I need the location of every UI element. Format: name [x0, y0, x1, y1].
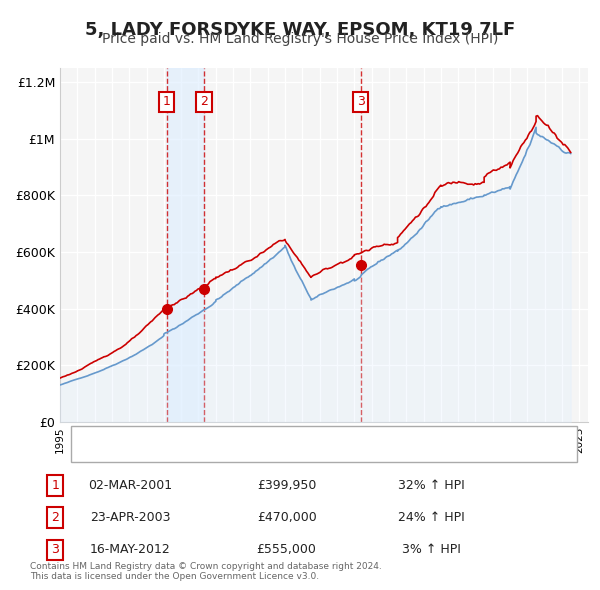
Text: 24% ↑ HPI: 24% ↑ HPI: [398, 511, 465, 525]
Text: 02-MAR-2001: 02-MAR-2001: [88, 479, 173, 492]
Text: 3% ↑ HPI: 3% ↑ HPI: [403, 543, 461, 556]
Text: 3: 3: [51, 543, 59, 556]
Text: 1: 1: [51, 479, 59, 492]
Text: 2: 2: [51, 511, 59, 525]
Text: Contains HM Land Registry data © Crown copyright and database right 2024.
This d: Contains HM Land Registry data © Crown c…: [30, 562, 382, 581]
Text: Price paid vs. HM Land Registry's House Price Index (HPI): Price paid vs. HM Land Registry's House …: [102, 32, 498, 47]
Text: £555,000: £555,000: [257, 543, 317, 556]
FancyBboxPatch shape: [71, 425, 577, 463]
Text: 16-MAY-2012: 16-MAY-2012: [90, 543, 171, 556]
Text: 32% ↑ HPI: 32% ↑ HPI: [398, 479, 465, 492]
Text: 23-APR-2003: 23-APR-2003: [90, 511, 170, 525]
Text: £470,000: £470,000: [257, 511, 317, 525]
Text: 2: 2: [200, 96, 208, 109]
Text: HPI: Average price, detached house, Epsom and Ewell: HPI: Average price, detached house, Epso…: [118, 447, 419, 457]
Text: 5, LADY FORSDYKE WAY, EPSOM, KT19 7LF: 5, LADY FORSDYKE WAY, EPSOM, KT19 7LF: [85, 21, 515, 39]
Text: £399,950: £399,950: [257, 479, 316, 492]
Text: 1: 1: [163, 96, 170, 109]
Bar: [167, 68, 204, 422]
Text: 3: 3: [357, 96, 365, 109]
Text: 5, LADY FORSDYKE WAY, EPSOM, KT19 7LF (detached house): 5, LADY FORSDYKE WAY, EPSOM, KT19 7LF (d…: [118, 431, 456, 441]
